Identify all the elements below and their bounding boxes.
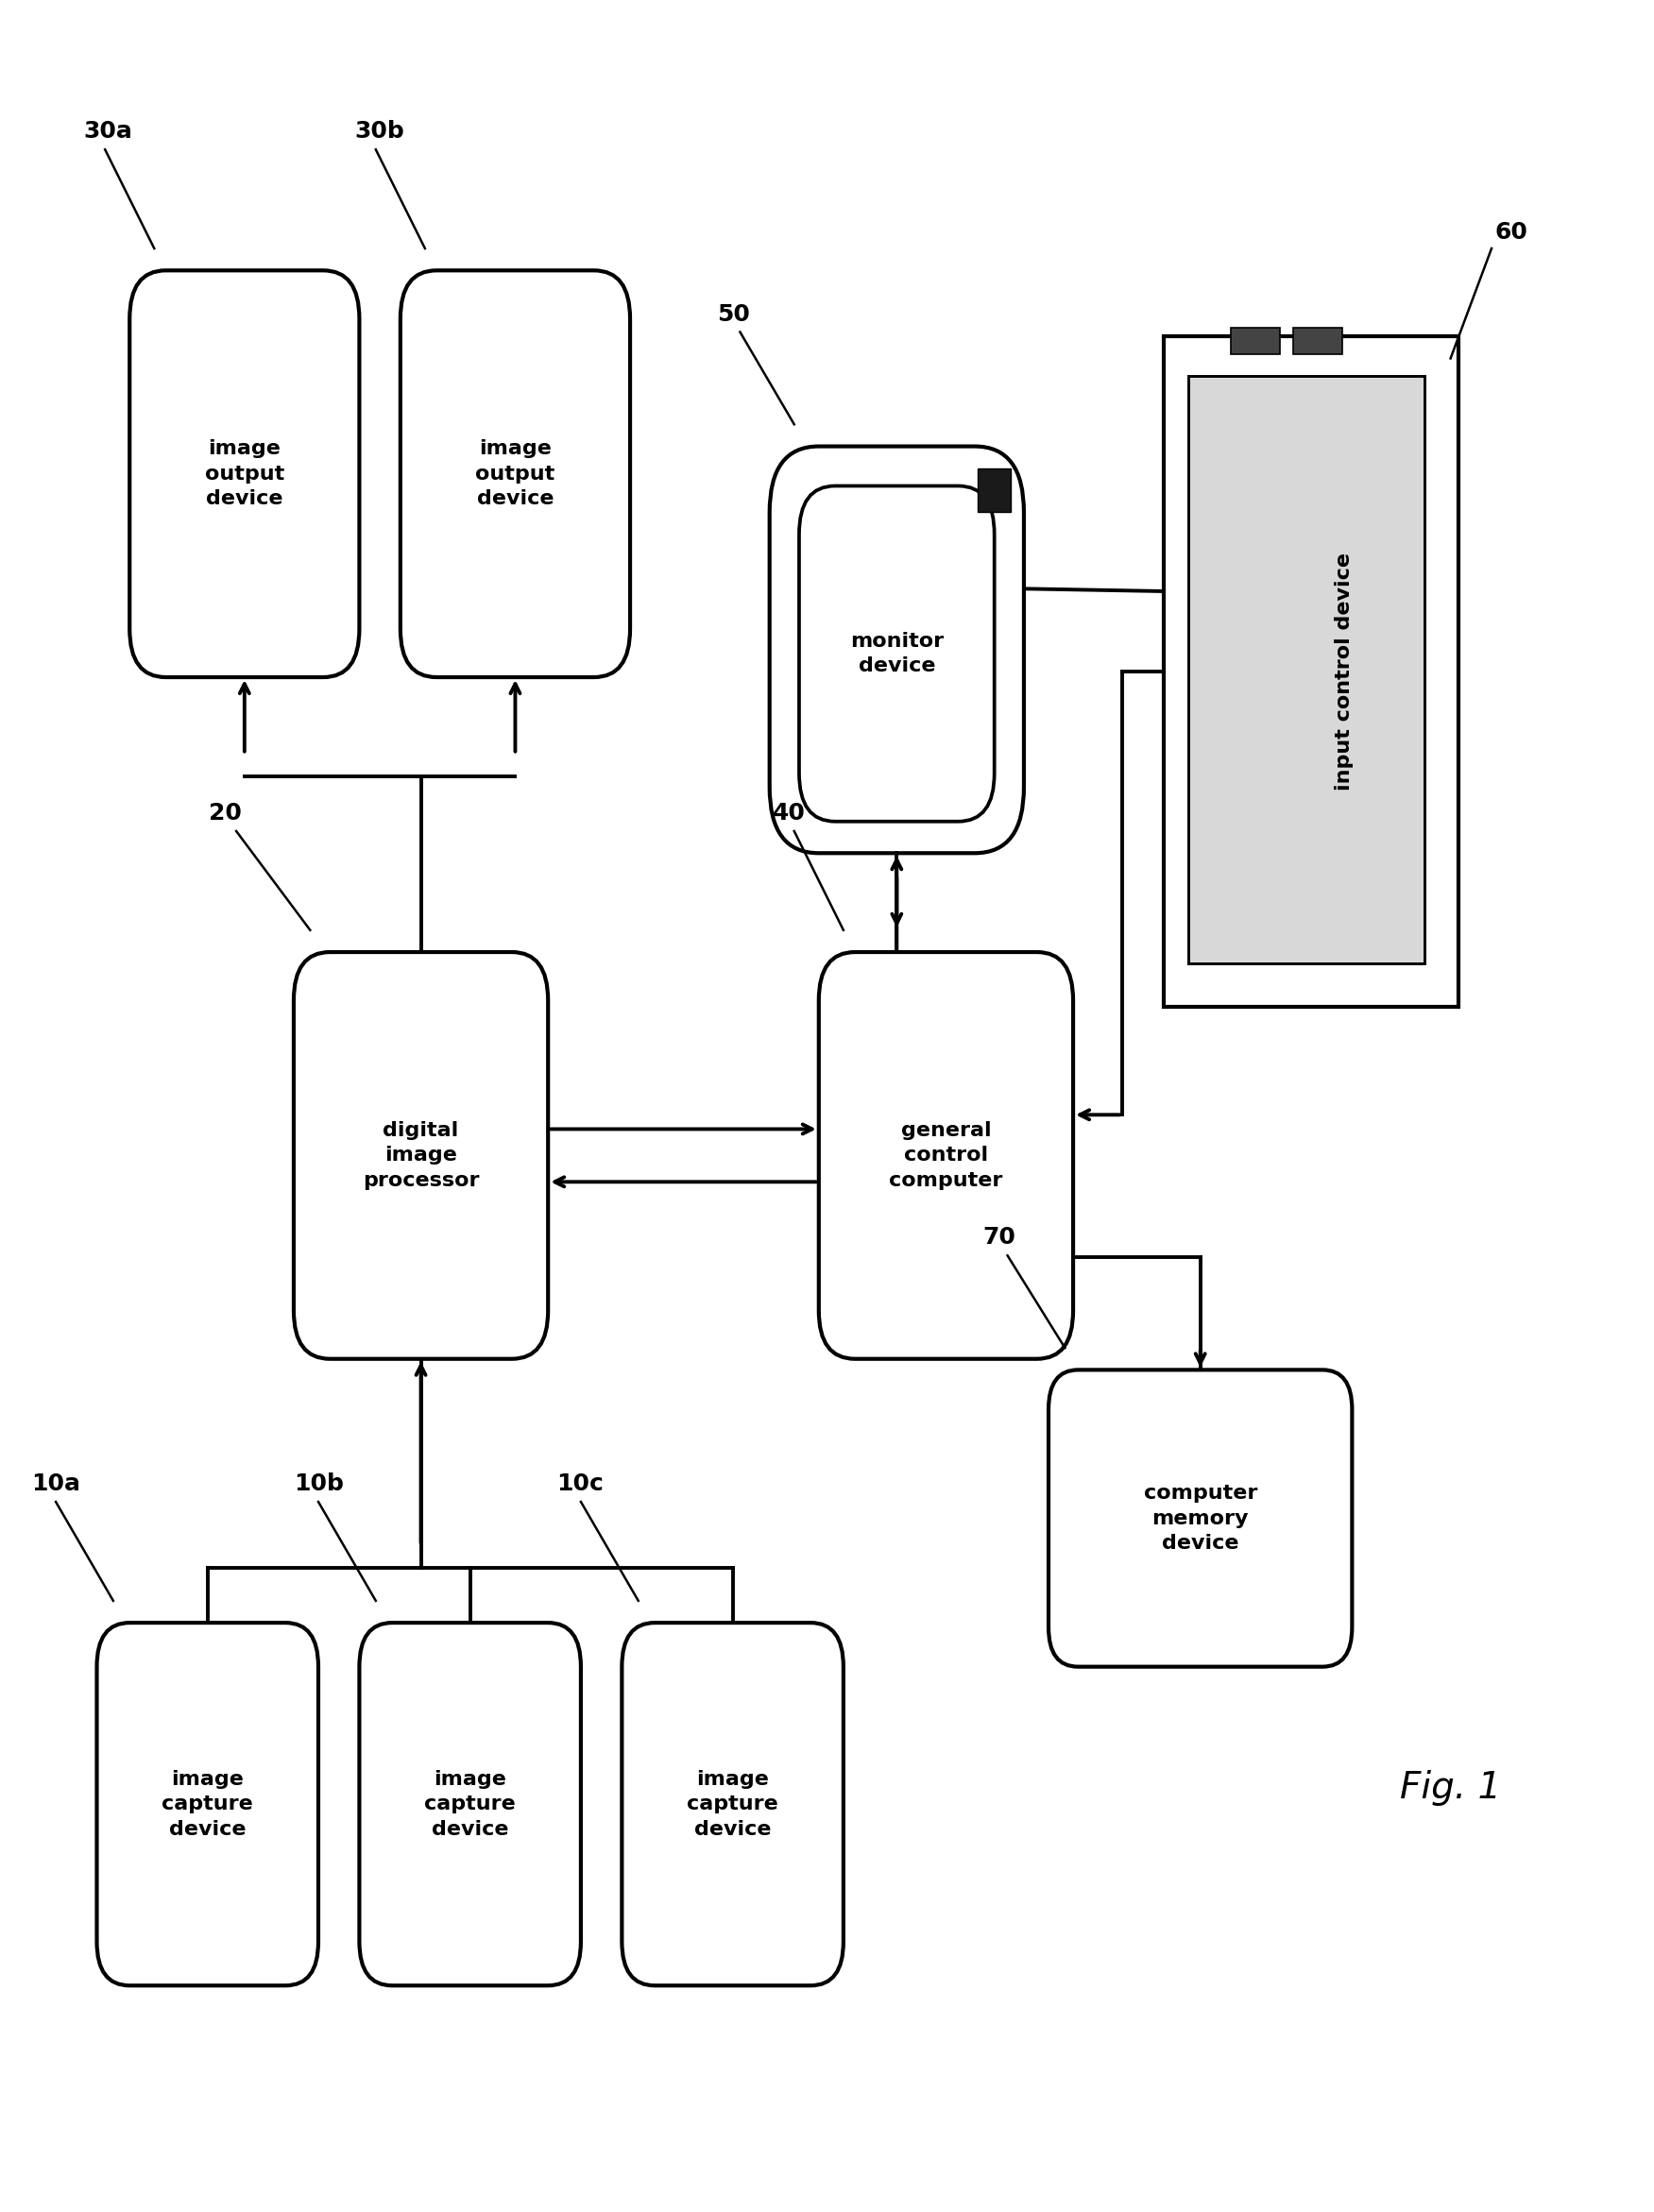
Text: image
output
device: image output device (475, 440, 556, 509)
Text: image
capture
device: image capture device (162, 1770, 253, 1838)
Text: 10a: 10a (31, 1473, 81, 1495)
FancyBboxPatch shape (98, 1624, 318, 1986)
FancyBboxPatch shape (819, 951, 1073, 1358)
Text: Fig. 1: Fig. 1 (1399, 1770, 1502, 1805)
FancyBboxPatch shape (799, 487, 994, 821)
Text: 10c: 10c (556, 1473, 604, 1495)
Bar (978, 469, 1011, 513)
FancyBboxPatch shape (129, 270, 359, 677)
Text: 70: 70 (982, 1225, 1016, 1250)
Text: general
control
computer: general control computer (890, 1121, 1002, 1190)
Text: image
capture
device: image capture device (686, 1770, 779, 1838)
Text: 20: 20 (208, 803, 241, 825)
Text: 30a: 30a (84, 119, 132, 144)
Polygon shape (1188, 376, 1424, 962)
Text: 50: 50 (718, 303, 749, 325)
FancyBboxPatch shape (359, 1624, 581, 1986)
FancyBboxPatch shape (400, 270, 630, 677)
FancyBboxPatch shape (769, 447, 1024, 854)
Text: monitor
device: monitor device (850, 633, 943, 675)
FancyBboxPatch shape (1049, 1369, 1351, 1666)
FancyBboxPatch shape (622, 1624, 844, 1986)
Bar (1231, 327, 1280, 354)
Text: 30b: 30b (354, 119, 404, 144)
Bar (1293, 327, 1343, 354)
Text: image
capture
device: image capture device (425, 1770, 516, 1838)
Polygon shape (1163, 336, 1459, 1006)
Text: image
output
device: image output device (205, 440, 284, 509)
Text: 60: 60 (1495, 221, 1528, 243)
Text: computer
memory
device: computer memory device (1143, 1484, 1257, 1553)
Text: 40: 40 (772, 803, 805, 825)
Text: digital
image
processor: digital image processor (362, 1121, 480, 1190)
Text: 10b: 10b (294, 1473, 344, 1495)
FancyBboxPatch shape (294, 951, 547, 1358)
Text: input control device: input control device (1335, 553, 1353, 790)
